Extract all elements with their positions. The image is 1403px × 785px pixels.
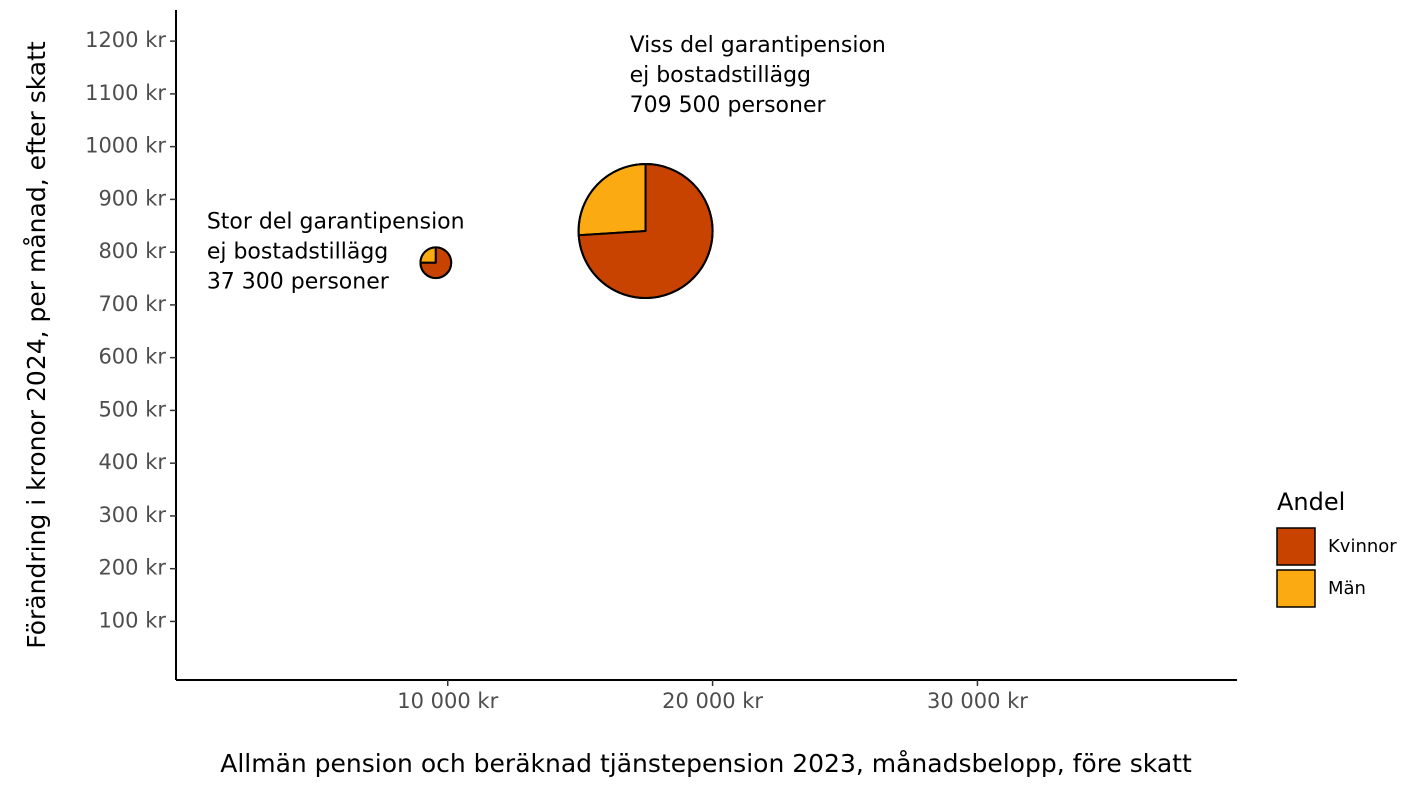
y-tick-label: 1200 kr (85, 28, 166, 52)
legend-title: Andel (1277, 488, 1345, 516)
size-label: 709 500 personer (630, 93, 827, 118)
x-tick-label: 20 000 kr (662, 689, 763, 713)
y-tick-label: 800 kr (98, 239, 166, 263)
y-tick-label: 700 kr (98, 292, 166, 316)
x-axis-title: Allmän pension och beräknad tjänstepensi… (220, 749, 1192, 778)
pie-point (419, 246, 453, 280)
y-axis-title: Förändring i kronor 2024, per månad, eft… (22, 41, 51, 649)
size-label: 37 300 personer (207, 270, 390, 295)
y-tick-label: 600 kr (98, 345, 166, 369)
legend-key (1276, 569, 1316, 608)
pie-point (577, 163, 714, 300)
legend-label: Män (1328, 578, 1366, 599)
y-tick-label: 100 kr (98, 608, 166, 632)
x-tick-label: 10 000 kr (397, 689, 498, 713)
y-tick-label: 900 kr (98, 186, 166, 210)
y-tick-label: 300 kr (98, 503, 166, 527)
legend-key (1276, 527, 1316, 566)
pie-slice (577, 163, 647, 237)
y-tick-label: 1100 kr (85, 81, 166, 105)
x-tick-label: 30 000 kr (927, 689, 1028, 713)
y-tick-label: 500 kr (98, 397, 166, 421)
y-tick-label: 1000 kr (85, 134, 166, 158)
legend-label: Kvinnor (1328, 536, 1397, 557)
y-tick-label: 400 kr (98, 450, 166, 474)
y-tick-label: 200 kr (98, 556, 166, 580)
annotation: ej bostadstillägg (630, 63, 811, 88)
annotation: Stor del garantipension (207, 210, 465, 235)
annotation: ej bostadstillägg (207, 240, 388, 265)
annotation: Viss del garantipension (630, 33, 886, 58)
